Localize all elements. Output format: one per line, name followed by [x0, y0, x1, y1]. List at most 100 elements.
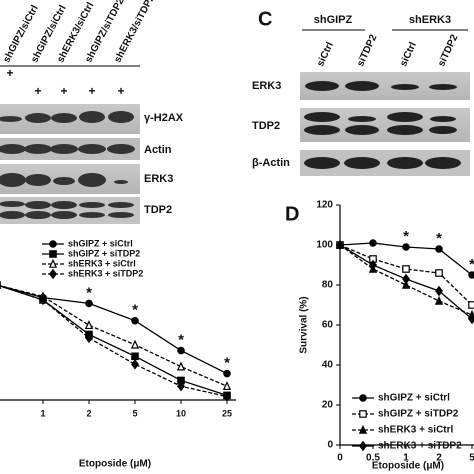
annotation: *	[403, 228, 409, 245]
marker	[85, 332, 93, 344]
lane-label: siTDP2	[436, 33, 460, 69]
legend-marker	[49, 250, 57, 258]
marker	[435, 245, 443, 253]
x-tick-label: 0.5	[366, 453, 380, 464]
x-tick-label: 1	[40, 408, 45, 418]
marker	[131, 352, 139, 361]
marker	[223, 391, 231, 402]
band-label: TDP2	[252, 120, 280, 132]
group-label: shGIPZ	[314, 14, 353, 26]
x-tick-label: 25	[222, 408, 232, 418]
treatment-mark: +	[34, 84, 41, 98]
marker	[402, 265, 410, 273]
marker	[177, 346, 185, 355]
marker	[468, 271, 474, 279]
x-tick-label: 10	[176, 408, 186, 418]
annotation: *	[224, 355, 230, 372]
y-tick-label: 0	[327, 440, 333, 451]
marker	[468, 313, 474, 325]
lane-label: siTDP2	[355, 33, 379, 69]
legend-label: shERK3 + siTDP2	[378, 441, 462, 452]
y-tick-label: 60	[322, 320, 334, 331]
marker	[177, 381, 185, 392]
band-label: ERK3	[144, 173, 173, 185]
legend-marker	[48, 258, 58, 268]
group-label: shERK3	[409, 14, 451, 26]
y-tick-label: 20	[322, 400, 334, 411]
x-axis-label: Etoposide (μM)	[372, 461, 444, 472]
marker	[369, 259, 377, 271]
marker	[222, 381, 232, 390]
legend-marker	[49, 240, 57, 248]
legend-marker	[358, 424, 368, 434]
x-tick-label: 1	[403, 453, 409, 464]
legend-marker	[49, 268, 57, 280]
annotation: *	[178, 332, 184, 349]
legend-marker	[359, 394, 367, 402]
blot-right	[300, 29, 470, 176]
legend-label: shGIPZ + siTDP2	[378, 409, 459, 420]
x-tick-label: 0	[337, 453, 343, 464]
band-label: β-Actin	[252, 157, 290, 169]
annotation: *	[436, 230, 442, 247]
panel-letter: C	[258, 8, 272, 30]
marker	[336, 239, 344, 251]
treatment-mark: +	[117, 84, 124, 98]
legend-label: shGIPZ + siCtrl	[68, 238, 133, 248]
treatment-mark: +	[60, 84, 67, 98]
marker	[131, 359, 139, 370]
legend-marker	[359, 410, 367, 418]
marker	[39, 294, 47, 306]
marker	[84, 320, 94, 330]
series-line	[0, 285, 228, 387]
band-label: TDP2	[144, 204, 172, 216]
marker	[176, 361, 186, 371]
series-line	[0, 285, 228, 398]
treatment-mark: +	[88, 84, 95, 98]
y-tick-label: 120	[316, 200, 333, 211]
marker	[223, 369, 231, 378]
band-label: ERK3	[252, 80, 281, 92]
y-tick-label: 100	[316, 240, 333, 251]
x-axis-label: Etoposide (μM)	[79, 459, 151, 470]
series-line	[0, 285, 228, 375]
annotation: *	[469, 256, 474, 273]
legend-marker	[359, 440, 367, 452]
x-tick-label: 5	[132, 408, 137, 418]
marker	[401, 279, 411, 289]
marker	[130, 339, 140, 349]
band-label: γ-H2AX	[144, 112, 184, 124]
legend-label: shERK3 + siCtrl	[68, 258, 136, 268]
y-tick-label: 40	[322, 360, 334, 371]
series-line	[0, 285, 228, 397]
panel-letter: D	[285, 203, 299, 225]
legend-label: shERK3 + siTDP2	[68, 268, 143, 278]
series-line	[339, 244, 473, 316]
y-axis-label: Survival (%)	[299, 296, 310, 353]
blot-left	[0, 65, 140, 224]
lane-label: siCtrl	[398, 40, 419, 68]
marker	[435, 285, 443, 297]
annotation: *	[132, 302, 138, 319]
marker	[402, 243, 410, 251]
marker	[85, 299, 93, 308]
marker	[131, 316, 139, 325]
annotation: *	[86, 284, 92, 301]
marker	[402, 273, 410, 285]
legend-label: shERK3 + siCtrl	[378, 425, 454, 436]
x-tick-label: 5	[469, 453, 474, 464]
marker	[369, 239, 377, 247]
marker	[434, 295, 444, 305]
x-tick-label: 2	[86, 408, 91, 418]
treatment-mark: +	[6, 66, 13, 80]
legend-label: shGIPZ + siTDP2	[68, 248, 140, 258]
y-tick-label: 80	[322, 280, 334, 291]
band-label: Actin	[144, 144, 172, 156]
legend-label: shGIPZ + siCtrl	[378, 393, 450, 404]
x-tick-label: 2	[436, 453, 442, 464]
marker	[468, 301, 474, 309]
marker	[435, 269, 443, 277]
lane-label: siCtrl	[315, 40, 336, 68]
